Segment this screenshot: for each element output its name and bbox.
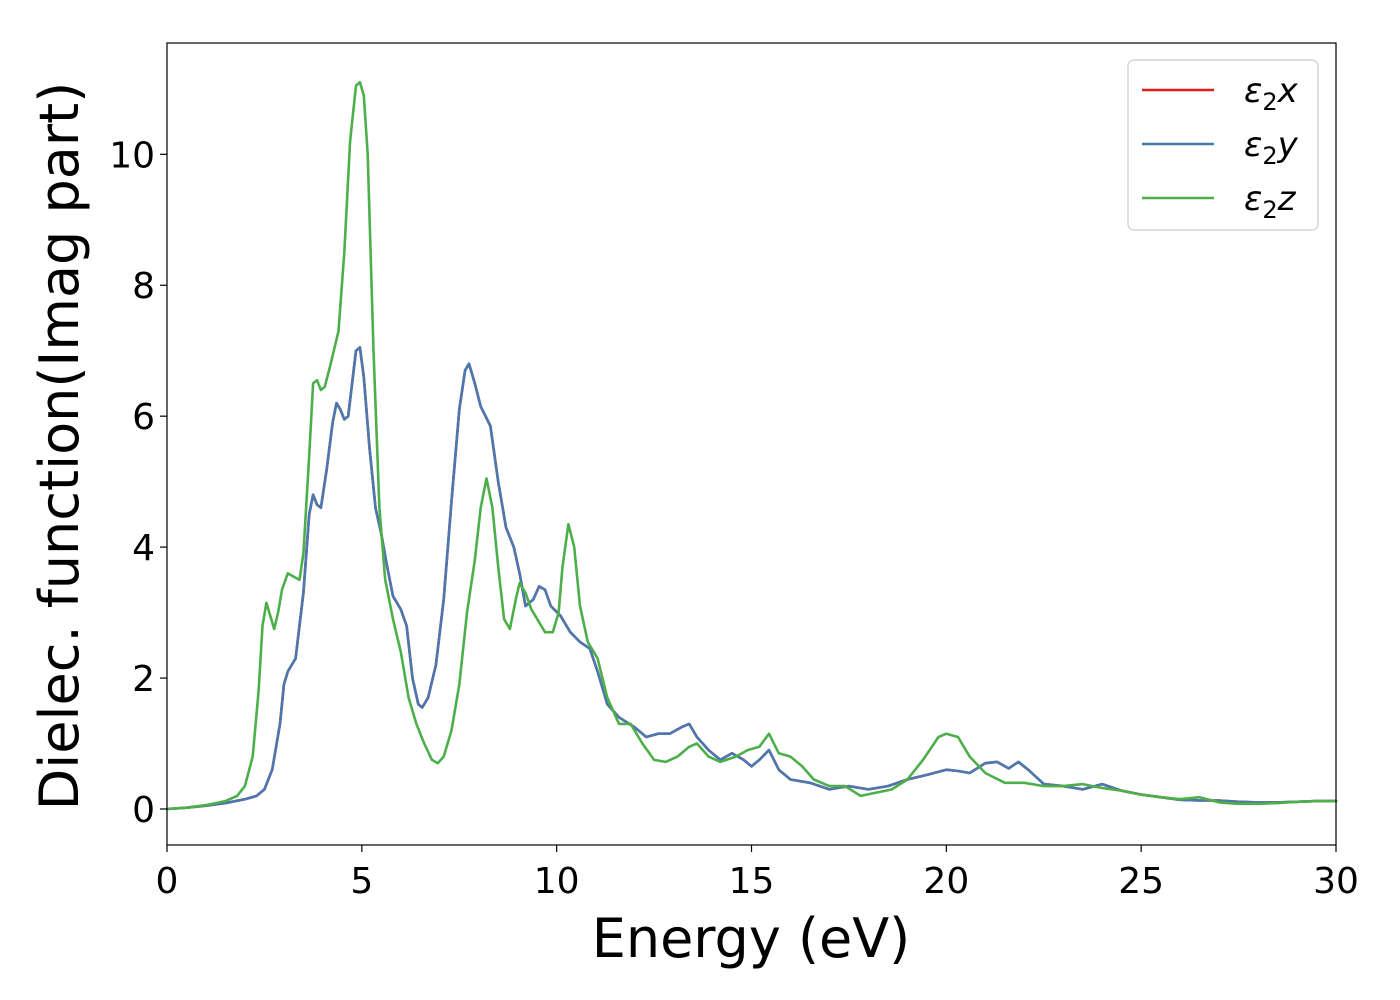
x-tick-label: 30: [1313, 861, 1359, 902]
ticks-layer: 0 5 10 15 20 25 30 0 2 4 6 8 10: [109, 135, 1359, 902]
legend-label-y: ε2y: [1244, 125, 1299, 170]
y-tick-label: 4: [132, 528, 155, 569]
x-tick-label: 10: [534, 861, 580, 902]
plot-frame: [166, 42, 1337, 846]
y-tick-label: 2: [132, 659, 155, 700]
series-line-y: [165, 346, 1338, 811]
x-tick-label: 0: [156, 861, 179, 902]
y-tick-label: 10: [109, 135, 155, 176]
x-tick-label: 20: [923, 861, 969, 902]
legend-box: [1127, 59, 1319, 231]
x-tick-label: 5: [350, 861, 373, 902]
legend-items: ε2x ε2y ε2z: [1142, 71, 1299, 224]
y-tick-label: 0: [132, 790, 155, 831]
legend-label-z: ε2z: [1244, 179, 1297, 224]
y-axis-label: Dielec. function(Imag part): [28, 82, 91, 811]
y-tick-label: 8: [132, 266, 155, 307]
legend: ε2x ε2y ε2z: [1127, 59, 1319, 231]
x-axis-label: Energy (eV): [592, 907, 911, 970]
x-tick-label: 15: [729, 861, 775, 902]
x-tick-label: 25: [1118, 861, 1164, 902]
series-layer: [165, 81, 1338, 811]
legend-label-x: ε2x: [1244, 71, 1299, 116]
y-tick-label: 6: [132, 397, 155, 438]
series-line-z: [165, 81, 1338, 811]
